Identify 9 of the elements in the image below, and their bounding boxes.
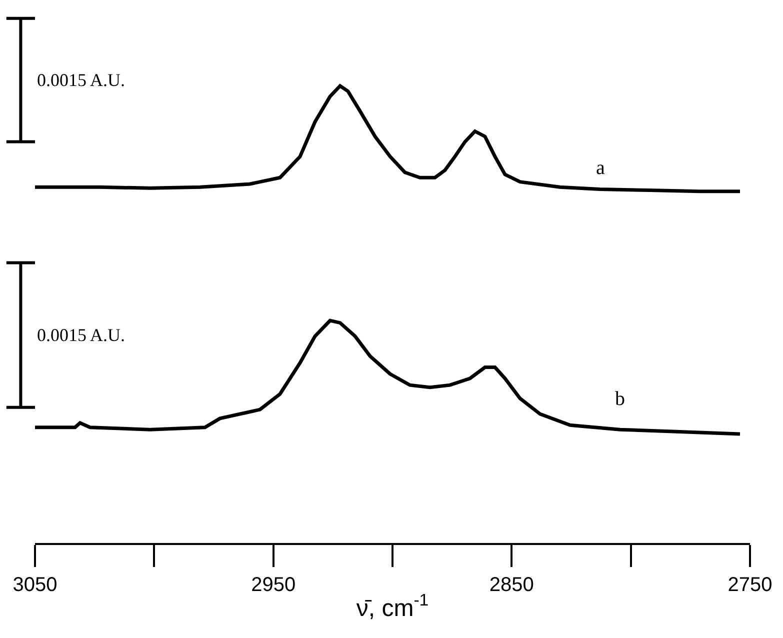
x-axis-title: ν̄, cm$^{-1}$ bbox=[356, 590, 429, 622]
x-tick-label: 2850 bbox=[489, 574, 534, 596]
annotation: 0.0015 A.U. bbox=[37, 70, 126, 90]
series-label: b bbox=[615, 388, 625, 410]
x-tick-label: 3050 bbox=[12, 574, 58, 596]
x-tick-label: 2950 bbox=[251, 574, 296, 596]
annotation: 0.0015 A.U. bbox=[37, 325, 126, 345]
x-tick-label: 2750 bbox=[728, 574, 772, 596]
series-label: a bbox=[596, 157, 605, 179]
